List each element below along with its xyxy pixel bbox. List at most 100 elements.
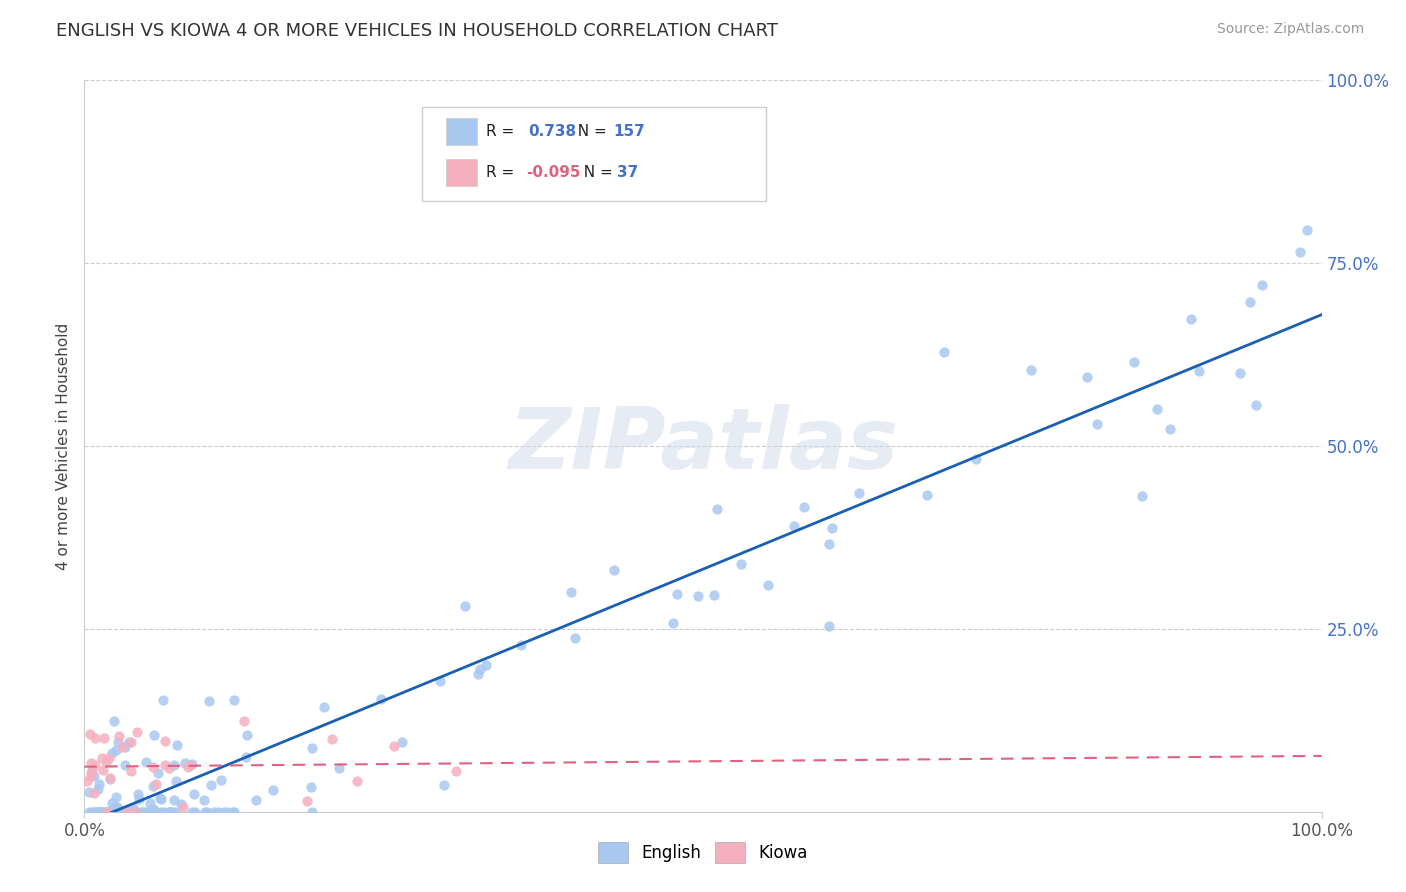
Point [91, 805, 114, 819]
Point [730, 557, 752, 571]
Point [82, 764, 104, 778]
Point [688, 589, 710, 603]
Point [346, 774, 368, 789]
Text: N =: N = [574, 165, 617, 179]
Point [90, 805, 112, 819]
Point [510, 638, 533, 652]
Point [818, 537, 841, 551]
Point [142, 779, 165, 793]
Point [103, 800, 125, 814]
Point [703, 588, 725, 602]
Point [155, 757, 177, 772]
Point [131, 805, 153, 819]
Text: ENGLISH VS KIOWA 4 OR MORE VEHICLES IN HOUSEHOLD CORRELATION CHART: ENGLISH VS KIOWA 4 OR MORE VEHICLES IN H… [56, 22, 779, 40]
Text: ZIPatlas: ZIPatlas [508, 404, 898, 488]
Point [107, 805, 129, 819]
Point [1229, 366, 1251, 380]
Point [915, 488, 938, 502]
Point [100, 805, 122, 819]
Point [101, 746, 124, 760]
Point [105, 790, 128, 805]
Point [97, 805, 120, 819]
Point [118, 805, 141, 819]
Point [1187, 364, 1209, 378]
Point [177, 760, 200, 774]
Point [89, 805, 111, 819]
Point [96, 755, 118, 769]
Point [1019, 363, 1042, 377]
Point [564, 631, 586, 645]
Point [157, 761, 180, 775]
Point [114, 805, 136, 819]
Point [433, 778, 456, 792]
Point [89, 805, 111, 819]
Point [848, 486, 870, 500]
Point [90, 751, 112, 765]
Point [87, 805, 110, 819]
Point [100, 805, 122, 819]
Point [209, 772, 232, 787]
Point [80, 766, 103, 780]
Text: 0.738: 0.738 [529, 124, 576, 138]
Point [115, 805, 138, 819]
Point [1244, 398, 1267, 412]
Point [314, 700, 336, 714]
Point [77, 785, 100, 799]
Point [100, 805, 122, 819]
Point [163, 793, 186, 807]
Point [146, 765, 169, 780]
Point [104, 743, 127, 757]
Point [245, 793, 267, 807]
Point [166, 738, 188, 752]
Point [114, 740, 136, 755]
Point [86, 805, 108, 819]
Point [1239, 294, 1261, 309]
Point [157, 805, 180, 819]
Point [159, 805, 181, 819]
Point [295, 794, 318, 808]
Point [560, 585, 582, 599]
Text: R =: R = [486, 165, 520, 179]
Point [603, 563, 626, 577]
Point [128, 792, 150, 806]
Text: R =: R = [486, 124, 524, 138]
Point [1085, 417, 1108, 431]
Text: N =: N = [568, 124, 612, 138]
Point [122, 805, 145, 819]
Text: 37: 37 [617, 165, 638, 179]
Point [104, 805, 127, 819]
Point [181, 757, 204, 772]
Point [468, 662, 491, 676]
Point [96, 805, 118, 819]
Point [83, 805, 105, 819]
Point [391, 734, 413, 748]
Point [152, 692, 174, 706]
Point [232, 714, 254, 729]
Point [143, 728, 166, 742]
Point [783, 519, 806, 533]
Point [194, 805, 217, 819]
Point [198, 694, 221, 708]
Point [429, 674, 451, 689]
Point [172, 800, 194, 814]
Point [142, 759, 165, 773]
Point [181, 805, 204, 819]
Point [236, 728, 259, 742]
Point [79, 727, 101, 741]
Point [121, 805, 143, 819]
Point [139, 805, 162, 819]
Point [127, 787, 149, 801]
Point [1250, 278, 1272, 293]
Point [103, 714, 125, 728]
Point [200, 778, 222, 792]
Point [217, 805, 239, 819]
Point [222, 805, 245, 819]
Point [1288, 245, 1310, 260]
Point [202, 805, 225, 819]
Text: Source: ZipAtlas.com: Source: ZipAtlas.com [1216, 22, 1364, 37]
Point [160, 805, 183, 819]
Point [932, 344, 955, 359]
Point [142, 801, 165, 815]
Point [163, 758, 186, 772]
Point [100, 805, 122, 819]
